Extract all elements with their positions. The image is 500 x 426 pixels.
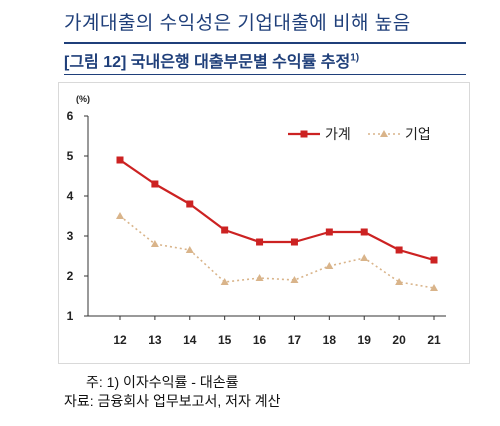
data-point-household <box>395 246 403 254</box>
series-layer <box>116 156 438 291</box>
x-tick-label: 16 <box>253 333 267 347</box>
legend-marker <box>380 130 388 137</box>
caption-text: [그림 12] 국내은행 대출부문별 수익률 추정 <box>64 54 351 71</box>
x-tick-label: 13 <box>148 333 162 347</box>
data-point-corporate <box>360 254 369 261</box>
x-tick-label: 18 <box>323 333 337 347</box>
data-point-corporate <box>325 262 334 269</box>
x-tick-label: 15 <box>218 333 232 347</box>
data-point-household <box>186 200 194 208</box>
y-tick-label: 2 <box>67 269 74 283</box>
x-tick-label: 14 <box>183 333 197 347</box>
data-point-household <box>256 238 264 246</box>
data-point-corporate <box>395 278 404 285</box>
caption-footnote-mark: 1) <box>350 52 360 64</box>
data-point-household <box>430 256 438 264</box>
data-point-household <box>221 226 229 234</box>
data-point-household <box>325 228 333 236</box>
title-rule-top <box>64 42 466 44</box>
title-rule-bottom <box>64 74 466 75</box>
x-tick-label: 21 <box>427 333 441 347</box>
figure-caption: [그림 12] 국내은행 대출부문별 수익률 추정1) <box>64 48 466 72</box>
legend-label: 가계 <box>325 126 351 142</box>
data-point-household <box>360 228 368 236</box>
data-point-corporate <box>290 276 299 283</box>
y-tick-label: 4 <box>67 189 74 203</box>
legend-marker <box>300 130 308 138</box>
legend-label: 기업 <box>405 126 431 142</box>
x-tick-label: 20 <box>392 333 406 347</box>
data-point-corporate <box>185 246 194 253</box>
y-tick-label: 3 <box>67 229 74 243</box>
series-line-household <box>119 159 435 262</box>
x-tick-label: 17 <box>288 333 302 347</box>
chart-frame <box>58 82 470 364</box>
series-line-corporate <box>119 215 435 289</box>
data-point-corporate <box>430 284 438 291</box>
data-point-household <box>151 180 159 188</box>
y-tick-label: 6 <box>67 109 74 123</box>
footnote: 주: 1) 이자수익률 - 대손률 <box>86 374 239 390</box>
data-point-household <box>116 156 124 164</box>
data-point-corporate <box>150 240 159 247</box>
data-point-corporate <box>220 278 229 285</box>
y-unit-label: (%) <box>76 94 90 104</box>
source-note: 자료: 금융회사 업무보고서, 저자 계산 <box>64 393 281 409</box>
legend: 가계 기업 <box>288 126 431 142</box>
data-point-corporate <box>116 212 124 219</box>
y-tick-label: 5 <box>67 149 74 163</box>
x-tick-label: 12 <box>113 333 127 347</box>
data-point-household <box>290 238 298 246</box>
y-tick-label: 1 <box>67 309 74 323</box>
data-point-corporate <box>255 274 264 281</box>
x-tick-label: 19 <box>358 333 372 347</box>
headline: 가계대출의 수익성은 기업대출에 비해 높음 <box>64 13 411 34</box>
